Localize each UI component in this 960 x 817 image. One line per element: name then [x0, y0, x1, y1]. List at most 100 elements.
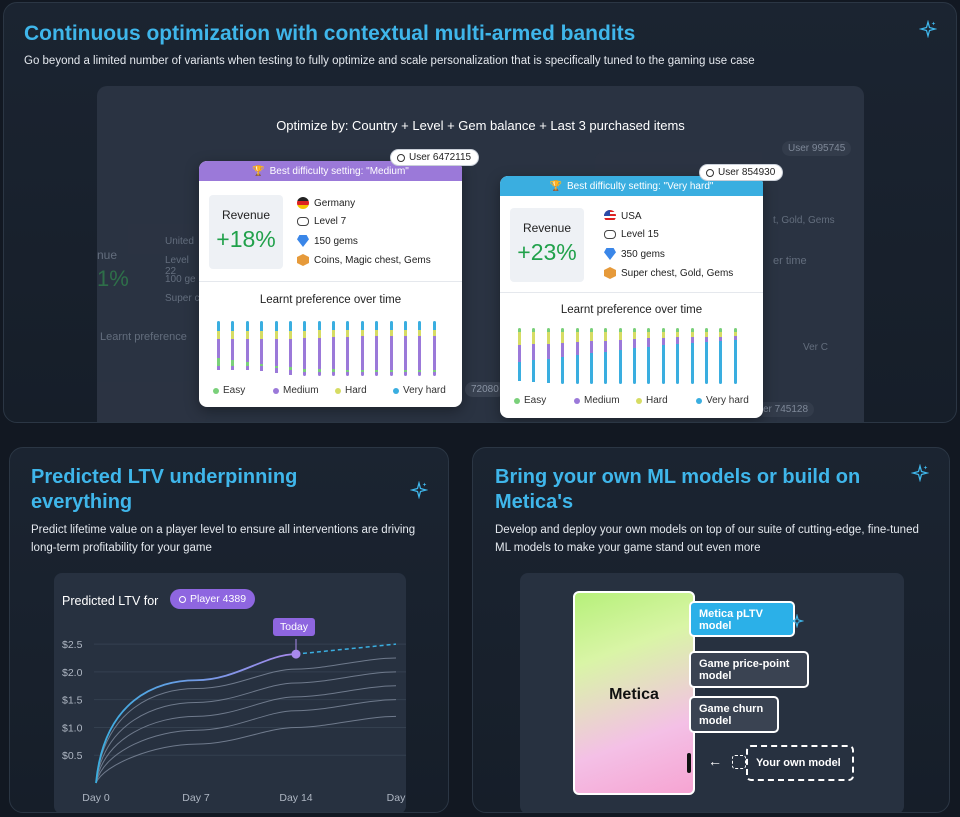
series-line [95, 657, 397, 784]
preference-bar [733, 328, 737, 384]
preference-bar [704, 328, 708, 384]
today-flag: Today [273, 618, 316, 636]
forecast-line [295, 643, 397, 655]
gamepad-icon [297, 217, 309, 226]
sparkle-icon [910, 463, 930, 483]
revenue-box: Revenue +23% [510, 208, 584, 282]
box-icon [297, 254, 309, 266]
box-icon [604, 267, 616, 279]
user-icon [179, 595, 186, 603]
ltv-subtitle: Predict lifetime value on a player level… [31, 524, 416, 554]
legend-easy: Easy [514, 395, 546, 406]
ghost-user-right-top: User 995745 [782, 141, 852, 156]
preference-bars [518, 328, 748, 384]
optimize-by-label: Optimize by: Country + Level + Gem balan… [276, 118, 685, 133]
series-line [95, 699, 397, 784]
preference-bar [231, 321, 235, 376]
bandit-card-medium: 🏆 Best difficulty setting: "Medium" Reve… [199, 161, 462, 407]
preference-bar [647, 328, 651, 384]
ml-diagram-card: Metica Metica pLTV model Game price-poin… [520, 573, 904, 812]
user-icon [397, 153, 405, 162]
dashed-connector [732, 755, 746, 769]
legend-medium: Medium [273, 385, 319, 396]
bandits-title: Continuous optimization with contextual … [24, 22, 636, 45]
preference-bar [633, 328, 636, 384]
preference-bar [561, 328, 565, 384]
user-badge-6472115: User 6472115 [390, 149, 480, 166]
learnt-preference-title: Learnt preference over time [560, 304, 703, 316]
attr-country: Germany [297, 197, 355, 209]
preference-bar [245, 321, 249, 376]
ltv-chart-card: Predicted LTV for Player 4389 $2.5 $2.0 $1… [54, 573, 406, 812]
legend-medium: Medium [574, 395, 620, 406]
player-chip: Player 4389 [170, 589, 256, 609]
user-badge-854930: User 854930 [699, 164, 784, 181]
ltv-chart: $2.5 $2.0 $1.5 $1.0 $0.5 Day 0 Day 7 Day 14 Day [62, 639, 406, 804]
bandits-subtitle: Go beyond a limited number of variants w… [24, 55, 755, 67]
usa-flag-icon [604, 210, 616, 222]
model-your-own[interactable]: Your own model [746, 745, 854, 781]
bandits-panel: Continuous optimization with contextual … [3, 2, 957, 423]
preference-bar [589, 328, 593, 384]
preference-bar [604, 328, 608, 384]
attr-items: Super chest, Gold, Gems [604, 267, 733, 279]
germany-flag-icon [297, 197, 309, 209]
preference-bar [661, 328, 665, 384]
preference-bar [719, 328, 723, 384]
attr-items: Coins, Magic chest, Gems [297, 254, 431, 266]
legend-hard: Hard [335, 385, 367, 396]
preference-bar [360, 321, 364, 376]
series-line [95, 715, 397, 784]
phone-button [687, 753, 691, 773]
y-tick-label: $1.5 [62, 695, 83, 707]
attr-gems: 350 gems [604, 248, 665, 260]
sparkle-icon [409, 480, 429, 500]
x-tick-label: Day 7 [182, 792, 210, 804]
main-series-line [95, 653, 297, 784]
legend-easy: Easy [213, 385, 245, 396]
y-tick-label: $0.5 [62, 750, 83, 762]
trophy-icon: 🏆 [252, 165, 265, 177]
gem-icon [604, 248, 616, 260]
ltv-title: Predicted LTV underpinning everything [31, 466, 298, 513]
revenue-box: Revenue +18% [209, 195, 283, 269]
preference-bar [432, 321, 436, 376]
preference-bar [288, 321, 292, 376]
model-churn: Game churn model [689, 696, 779, 733]
bandit-card-veryhard: 🏆 Best difficulty setting: "Very hard" R… [500, 176, 763, 418]
preference-bar [690, 328, 694, 384]
card-header-veryhard: 🏆 Best difficulty setting: "Very hard" [500, 176, 763, 196]
preference-bar [575, 328, 579, 384]
x-tick-label: Day 14 [279, 792, 312, 804]
user-icon [706, 168, 714, 177]
y-tick-label: $1.0 [62, 722, 83, 734]
model-price-point: Game price-point model [689, 651, 809, 688]
y-tick-label: $2.5 [62, 639, 83, 651]
ghost-user-right-bottom: er 745128 [757, 402, 815, 417]
model-metica-pltv: Metica pLTV model [689, 601, 795, 637]
gem-icon [297, 235, 309, 247]
preference-bar [676, 328, 680, 384]
today-point[interactable] [291, 649, 301, 659]
preference-bar [274, 321, 278, 376]
attr-country: USA [604, 210, 642, 222]
series-line [95, 685, 397, 784]
gamepad-icon [604, 230, 616, 239]
x-tick-label: Day [387, 792, 406, 804]
trophy-icon: 🏆 [549, 180, 562, 192]
metica-phone: Metica [573, 591, 695, 795]
preference-bar [260, 321, 264, 376]
preference-bar [389, 321, 393, 376]
learnt-preference-title: Learnt preference over time [259, 294, 402, 306]
preference-bar [546, 328, 550, 384]
preference-bar [532, 328, 536, 384]
preference-bar [518, 328, 521, 384]
preference-bar [418, 321, 422, 376]
arrow-left-icon: ← [708, 753, 722, 769]
attr-gems: 150 gems [297, 235, 358, 247]
ghost-card-left-attrs: United Level 22 100 ge Super c [165, 236, 200, 304]
legend-veryhard: Very hard [393, 385, 446, 396]
preference-bar [332, 321, 335, 376]
preference-bars [217, 321, 447, 376]
series-line [95, 671, 397, 784]
